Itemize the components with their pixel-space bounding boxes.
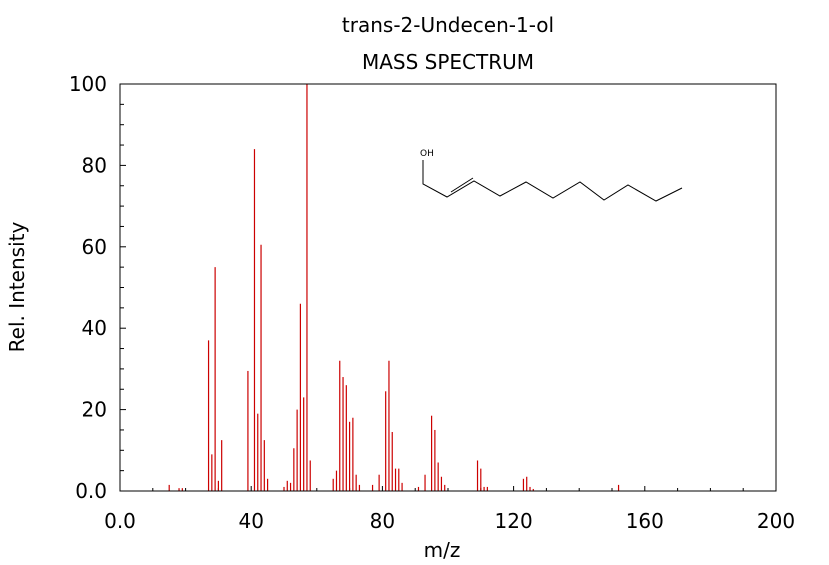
y-tick-label: 80 xyxy=(82,153,107,177)
y-tick-label: 20 xyxy=(82,398,107,422)
spectrum-bars xyxy=(168,84,620,491)
plot-frame xyxy=(119,83,777,492)
axis-ticks xyxy=(119,83,777,492)
double-bond-line xyxy=(450,177,474,193)
y-tick-label: 60 xyxy=(82,235,107,259)
molecule-structure: OH xyxy=(420,149,683,202)
carbon-chain xyxy=(422,160,683,202)
x-tick-label: 0.0 xyxy=(104,509,136,533)
chart-subtitle: MASS SPECTRUM xyxy=(362,50,534,74)
x-tick-labels: 0.0 40 80 120 160 200 xyxy=(104,509,795,533)
x-tick-label: 80 xyxy=(370,509,395,533)
chart-title: trans-2-Undecen-1-ol xyxy=(342,13,554,37)
y-axis-label: Rel. Intensity xyxy=(5,222,29,353)
x-tick-label: 200 xyxy=(757,509,795,533)
x-tick-label: 120 xyxy=(495,509,533,533)
x-tick-label: 160 xyxy=(626,509,664,533)
y-tick-labels: 0.0 20 40 60 80 100 xyxy=(69,72,107,503)
x-tick-label: 40 xyxy=(238,509,263,533)
y-tick-label: 100 xyxy=(69,72,107,96)
x-axis-label: m/z xyxy=(424,538,461,562)
y-tick-label: 0.0 xyxy=(75,479,107,503)
hydroxyl-label: OH xyxy=(420,149,434,159)
y-tick-label: 40 xyxy=(82,316,107,340)
